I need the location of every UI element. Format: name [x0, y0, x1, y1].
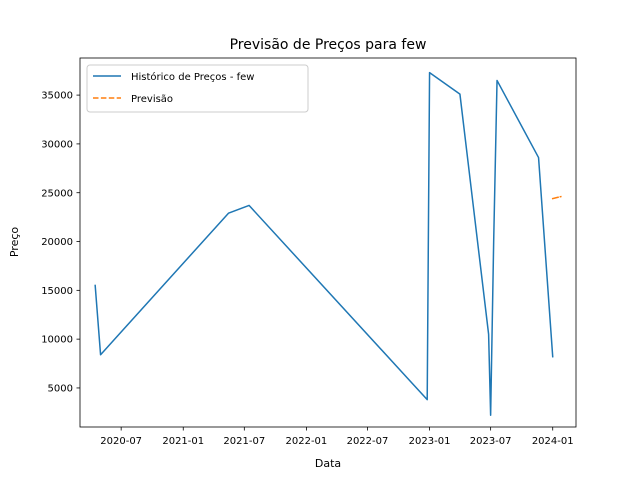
series-line-previsao — [551, 195, 562, 200]
plot-frame — [79, 57, 577, 428]
y-tick-label: 5000 — [48, 384, 73, 395]
chart-title: Previsão de Preços para few — [230, 37, 427, 53]
x-tick-label: 2023-07 — [470, 436, 512, 447]
legend-label-historico: Histórico de Preços - few — [131, 71, 254, 83]
legend: Histórico de Preços - few Previsão — [86, 64, 309, 113]
x-tick-label: 2021-07 — [223, 436, 265, 447]
y-tick-label: 30000 — [41, 140, 73, 151]
y-tick-label: 10000 — [41, 335, 73, 346]
x-tick-label: 2024-01 — [532, 436, 574, 447]
y-tick-label: 20000 — [41, 237, 73, 248]
x-tick-label: 2023-01 — [409, 436, 451, 447]
x-tick-label: 2022-01 — [286, 436, 328, 447]
x-tick-label: 2022-07 — [347, 436, 389, 447]
y-tick-label: 25000 — [41, 188, 73, 199]
plot-background — [80, 58, 576, 427]
x-tick-label: 2021-01 — [162, 436, 204, 447]
y-axis: 5000 10000 15000 20000 25000 30000 35000 — [41, 91, 80, 395]
y-tick-label: 35000 — [41, 91, 73, 102]
x-axis: 2020-07 2021-01 2021-07 2022-01 2022-07 2023-… — [100, 427, 574, 447]
y-axis-label: Preço — [8, 227, 21, 258]
y-tick-label: 15000 — [41, 286, 73, 297]
series-line-historico — [94, 71, 554, 417]
x-axis-label: Data — [315, 457, 341, 470]
plot-area — [80, 58, 576, 427]
legend-label-previsao: Previsão — [131, 94, 173, 105]
series-layer — [94, 71, 562, 417]
x-tick-label: 2020-07 — [100, 436, 142, 447]
legend-frame — [86, 64, 309, 113]
